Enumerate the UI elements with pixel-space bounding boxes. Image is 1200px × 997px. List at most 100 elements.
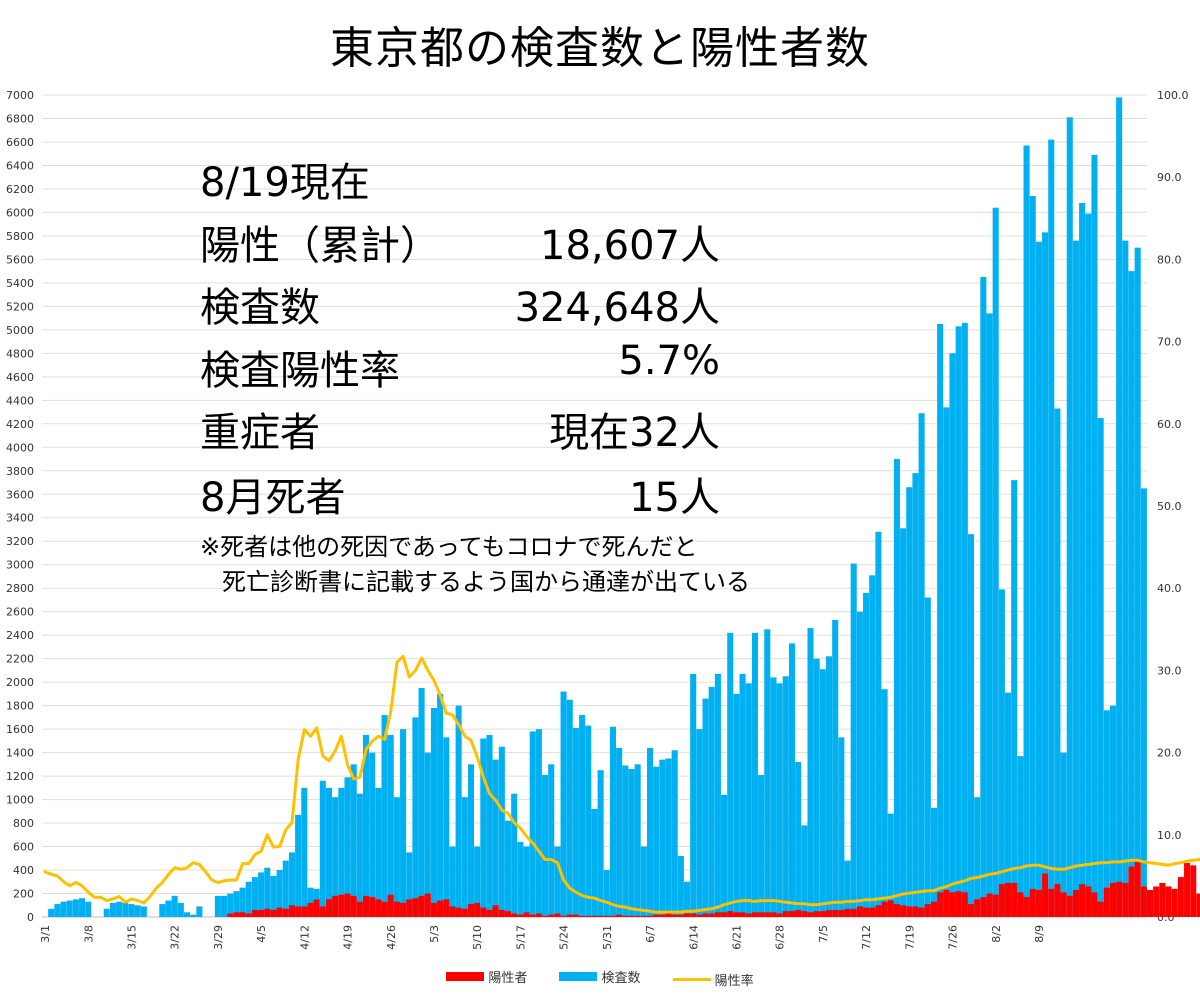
tests-bar	[900, 528, 907, 917]
tests-bar	[233, 891, 240, 917]
x-tick-label: 3/22	[169, 925, 182, 950]
tests-bar	[375, 787, 382, 917]
tests-bar	[301, 787, 308, 917]
tests-bar	[591, 808, 598, 917]
positive-bar	[363, 895, 370, 917]
right-tick-label: 50.0	[1157, 500, 1182, 513]
positive-bar	[850, 908, 857, 917]
tests-bar	[511, 793, 518, 917]
tests-bar	[961, 322, 968, 918]
positive-bar	[751, 912, 758, 917]
overlay-line-date: 8/19現在	[200, 150, 720, 206]
tests-bar	[863, 592, 870, 917]
left-tick-label: 0	[27, 911, 34, 924]
left-tick-label: 4800	[6, 347, 34, 360]
tests-bar	[967, 534, 975, 917]
right-tick-label: 30.0	[1157, 664, 1182, 677]
positive-bar	[418, 895, 425, 917]
left-tick-label: 4600	[6, 371, 34, 384]
tests-bar	[733, 693, 740, 917]
positive-bar	[1072, 889, 1079, 917]
right-axis-ticks: 0.010.020.030.040.050.060.070.080.090.01…	[1157, 89, 1189, 924]
tests-bar	[677, 855, 684, 917]
tests-bar	[517, 841, 524, 917]
overlay-severe-label: 重症者	[200, 410, 320, 456]
tests-bar	[702, 698, 709, 917]
tests-bar	[745, 683, 752, 917]
positive-bar	[1042, 873, 1049, 917]
tests-bar	[937, 323, 944, 917]
tests-bar	[356, 793, 363, 917]
positive-bar	[301, 906, 308, 917]
tests-bar	[1085, 213, 1092, 918]
left-tick-label: 5000	[6, 324, 34, 337]
positive-bar	[684, 913, 691, 917]
positive-bar	[258, 909, 265, 917]
x-tick-label: 3/1	[39, 925, 52, 943]
positive-bar	[634, 915, 641, 917]
tests-bar	[1103, 710, 1110, 917]
tests-bar	[881, 689, 888, 917]
positive-bar	[653, 914, 660, 917]
positive-bar	[967, 904, 975, 917]
positive-bar	[529, 914, 536, 917]
positive-bar	[714, 912, 721, 917]
x-tick-label: 5/3	[428, 925, 441, 943]
positive-bar	[640, 915, 647, 917]
legend-swatch-tests	[559, 972, 598, 981]
tests-bar	[1060, 752, 1067, 917]
tests-bar	[122, 902, 129, 917]
tests-bar	[48, 908, 55, 917]
positive-bar	[554, 913, 561, 917]
legend-item-positive: 陽性者	[446, 967, 527, 986]
tests-bar	[819, 669, 826, 917]
x-axis-ticks: 3/1 3/8 3/15 3/22 3/29 4/5 4/12 4/19 4/26 5/3 5/10…	[39, 925, 1046, 950]
tests-bar	[572, 727, 579, 917]
positive-bar	[424, 893, 431, 917]
tests-bar	[307, 887, 314, 917]
tests-bar	[338, 787, 345, 917]
positive-bar	[1165, 886, 1172, 917]
left-tick-label: 2800	[6, 582, 34, 595]
tests-bar	[955, 326, 962, 917]
positive-bar	[1103, 887, 1110, 917]
x-tick-label: 5/17	[514, 925, 527, 950]
x-tick-label: 6/21	[730, 925, 743, 950]
tests-bar	[1122, 240, 1129, 917]
x-tick-label: 3/8	[82, 925, 95, 943]
tests-bar	[585, 725, 592, 917]
positive-bar	[1005, 882, 1012, 917]
positive-bar	[1097, 901, 1104, 917]
left-tick-label: 2200	[6, 653, 34, 666]
left-tick-label: 6800	[6, 112, 34, 125]
positive-bar	[1147, 889, 1154, 917]
positive-bar	[937, 892, 944, 917]
tests-bar	[430, 707, 437, 917]
tests-bar	[60, 901, 67, 917]
x-tick-label: 5/24	[558, 925, 571, 950]
tests-bar	[727, 632, 734, 917]
tests-bar	[850, 563, 857, 917]
tests-bar	[795, 761, 802, 917]
left-tick-label: 7000	[6, 89, 34, 102]
tests-bar	[622, 765, 629, 917]
tests-bar	[449, 846, 456, 917]
left-tick-label: 3400	[6, 512, 34, 525]
tests-bar	[295, 814, 302, 917]
positive-bar	[992, 894, 999, 917]
overlay-tests-value: 324,648人	[514, 285, 720, 331]
left-tick-label: 4400	[6, 394, 34, 407]
positive-bar	[986, 893, 993, 917]
positive-bar	[733, 912, 740, 917]
left-tick-label: 1200	[6, 770, 34, 783]
tests-bar	[665, 758, 672, 917]
positive-bar	[523, 912, 530, 917]
tests-bar	[770, 677, 777, 917]
tests-bar	[1109, 705, 1117, 917]
positive-bar	[455, 907, 462, 917]
positive-bar	[393, 901, 400, 917]
tests-bar	[344, 777, 351, 917]
left-tick-label: 3200	[6, 535, 34, 548]
left-tick-label: 600	[13, 841, 34, 854]
positive-bar	[961, 892, 968, 917]
